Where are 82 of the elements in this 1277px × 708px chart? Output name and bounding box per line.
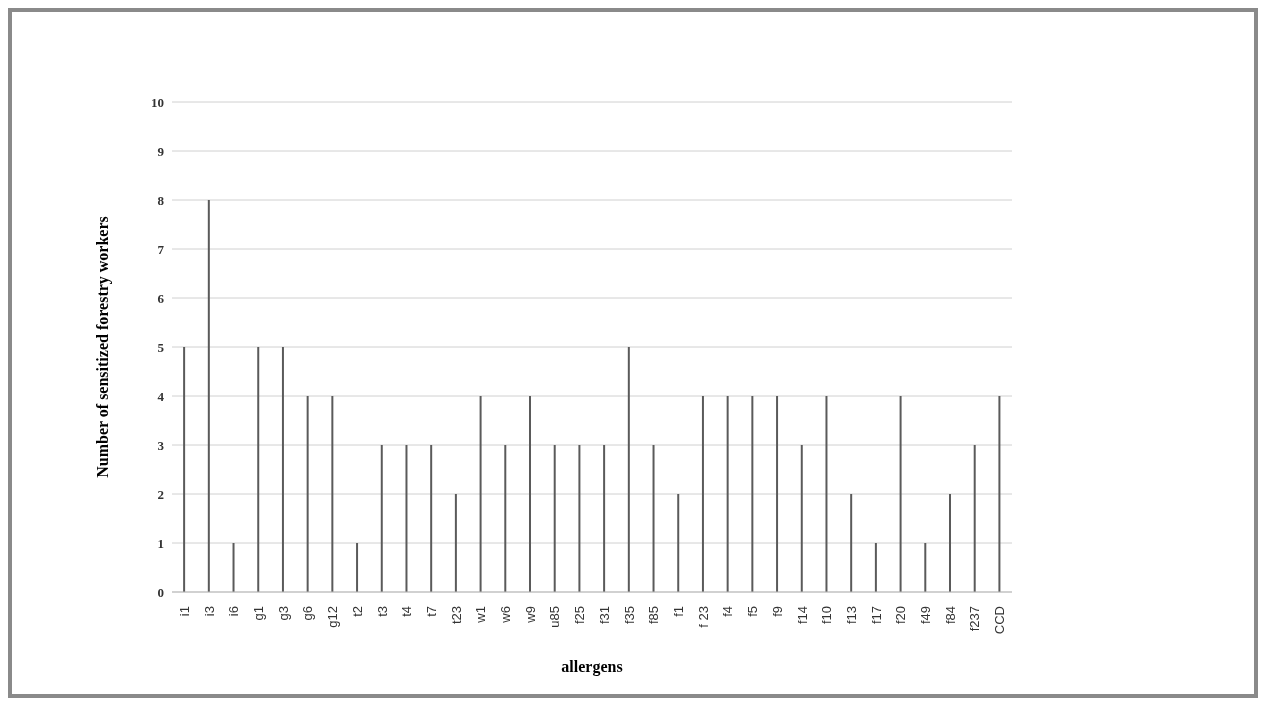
x-tick-label: f9 <box>769 606 785 617</box>
bar <box>776 396 779 592</box>
bar <box>603 445 606 592</box>
x-tick-label: u85 <box>547 606 563 628</box>
x-tick-label: g1 <box>250 606 266 621</box>
y-axis-title: Number of sensitized forestry workers <box>93 216 112 478</box>
x-tick-label: f1 <box>670 606 686 617</box>
x-tick-label: t4 <box>399 606 415 617</box>
x-tick-label: g12 <box>325 606 341 628</box>
y-tick-label: 4 <box>157 388 165 404</box>
bar <box>874 543 877 592</box>
bar <box>726 396 729 592</box>
x-tick-label: g6 <box>300 606 316 621</box>
x-tick-label: f20 <box>893 606 909 625</box>
x-tick-label: f237 <box>967 606 983 632</box>
bar <box>529 396 531 592</box>
bar <box>578 445 581 592</box>
x-tick-label: f84 <box>942 606 958 625</box>
x-tick-label: t23 <box>448 606 464 625</box>
x-tick-label: w6 <box>498 606 514 624</box>
x-tick-label: t7 <box>423 606 439 617</box>
bar <box>899 396 902 592</box>
bar <box>800 445 803 592</box>
x-tick-label: w1 <box>473 606 489 624</box>
x-tick-label: t2 <box>349 606 365 617</box>
x-tick-label: f35 <box>621 606 637 625</box>
x-tick-label: g3 <box>275 606 291 621</box>
bar <box>306 396 309 592</box>
bar <box>751 396 754 592</box>
bar <box>183 347 186 592</box>
y-tick-label: 3 <box>157 437 165 453</box>
x-tick-label: f17 <box>868 606 884 625</box>
bar <box>405 445 408 592</box>
x-tick-label: f5 <box>745 606 761 617</box>
bar <box>281 347 284 592</box>
bar <box>232 543 235 592</box>
x-tick-label: f31 <box>596 606 612 625</box>
bar <box>652 445 655 592</box>
y-tick-label: 8 <box>157 192 165 208</box>
bar <box>553 445 556 592</box>
bar <box>627 347 630 592</box>
y-tick-label: 7 <box>157 241 165 257</box>
x-tick-label: f25 <box>572 606 588 625</box>
bar <box>825 396 828 592</box>
x-tick-label: f14 <box>794 606 810 625</box>
bar <box>380 445 383 592</box>
y-tick-label: 2 <box>157 486 164 502</box>
y-tick-label: 1 <box>157 535 164 551</box>
bar <box>430 445 433 592</box>
bar <box>331 396 334 592</box>
x-tick-label: i3 <box>201 606 217 617</box>
bar <box>701 396 704 592</box>
x-tick-label: i1 <box>176 606 192 617</box>
x-tick-label: f 23 <box>695 606 711 628</box>
bar <box>850 494 853 592</box>
bar <box>504 445 507 592</box>
x-tick-label: f4 <box>720 606 736 617</box>
bar <box>257 347 260 592</box>
frame: i1 i3 i6 g1 g3 g6 g12 t2 t3 t4 t7 t23 w1 w6 w9 u85 f25 f31 f35 f85 f1 f 23 f4 f5 f9 f14 f10 f13 f17 f20 f49 f84 f237 CCD allergens 0 1 2 3 4 5 6 7 8 9 10 Number of sensitized forestry workers <box>8 8 1258 698</box>
bar <box>454 494 457 592</box>
bar <box>356 543 359 592</box>
y-tick-label: 9 <box>157 143 165 159</box>
bar <box>949 494 951 592</box>
x-tick-label: CCD <box>992 606 1008 635</box>
y-tick-label: 0 <box>157 584 164 600</box>
bar <box>998 396 1001 592</box>
x-tick-label: t3 <box>374 606 390 617</box>
bar <box>924 543 927 592</box>
x-tick-label: i6 <box>226 606 242 617</box>
x-tick-label: f85 <box>646 606 662 625</box>
x-tick-label: w9 <box>522 606 538 624</box>
y-tick-label: 6 <box>157 290 165 306</box>
x-axis-title: allergens <box>561 658 623 676</box>
bar <box>677 494 680 592</box>
bar <box>973 445 976 592</box>
x-tick-label: f49 <box>918 606 934 625</box>
bar <box>207 200 210 592</box>
x-tick-label: f13 <box>843 606 859 625</box>
y-tick-label: 10 <box>151 94 164 110</box>
bar <box>479 396 482 592</box>
x-tick-label: f10 <box>819 606 835 625</box>
y-tick-label: 5 <box>157 339 165 355</box>
